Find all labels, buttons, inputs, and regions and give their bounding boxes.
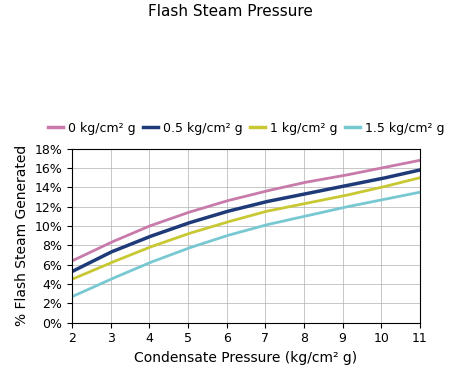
1.5 kg/cm² g [362,201,367,206]
1 kg/cm² g [416,176,422,180]
0.5 kg/cm² g [362,180,367,184]
1 kg/cm² g [276,206,281,211]
X-axis label: Condensate Pressure (kg/cm² g): Condensate Pressure (kg/cm² g) [134,351,357,365]
1.5 kg/cm² g [384,196,389,201]
0 kg/cm² g [416,158,422,163]
Line: 1 kg/cm² g: 1 kg/cm² g [72,178,419,279]
0 kg/cm² g [274,186,280,191]
0.5 kg/cm² g [416,168,422,172]
0 kg/cm² g [362,169,367,174]
0.5 kg/cm² g [70,269,76,273]
0.5 kg/cm² g [282,196,287,200]
0.5 kg/cm² g [274,197,280,202]
1.5 kg/cm² g [282,218,287,223]
1 kg/cm² g [69,277,75,282]
0 kg/cm² g [384,165,389,169]
0 kg/cm² g [282,185,287,189]
Y-axis label: % Flash Steam Generated: % Flash Steam Generated [15,145,29,326]
1.5 kg/cm² g [416,190,422,195]
1 kg/cm² g [362,189,367,193]
Text: Flash Steam Pressure: Flash Steam Pressure [147,4,312,19]
0 kg/cm² g [69,258,75,263]
1 kg/cm² g [384,184,389,188]
1.5 kg/cm² g [276,220,281,224]
0 kg/cm² g [276,186,281,190]
0.5 kg/cm² g [384,175,389,180]
1 kg/cm² g [70,276,76,281]
Line: 0 kg/cm² g: 0 kg/cm² g [72,160,419,261]
0.5 kg/cm² g [276,197,281,201]
1.5 kg/cm² g [70,294,76,298]
1.5 kg/cm² g [69,294,75,299]
Legend: 0 kg/cm² g, 0.5 kg/cm² g, 1 kg/cm² g, 1.5 kg/cm² g: 0 kg/cm² g, 0.5 kg/cm² g, 1 kg/cm² g, 1.… [43,117,448,140]
0.5 kg/cm² g [69,269,75,274]
Line: 0.5 kg/cm² g: 0.5 kg/cm² g [72,170,419,271]
0 kg/cm² g [70,258,76,263]
1 kg/cm² g [282,205,287,210]
Line: 1.5 kg/cm² g: 1.5 kg/cm² g [72,192,419,297]
1.5 kg/cm² g [274,220,280,225]
1 kg/cm² g [274,207,280,211]
